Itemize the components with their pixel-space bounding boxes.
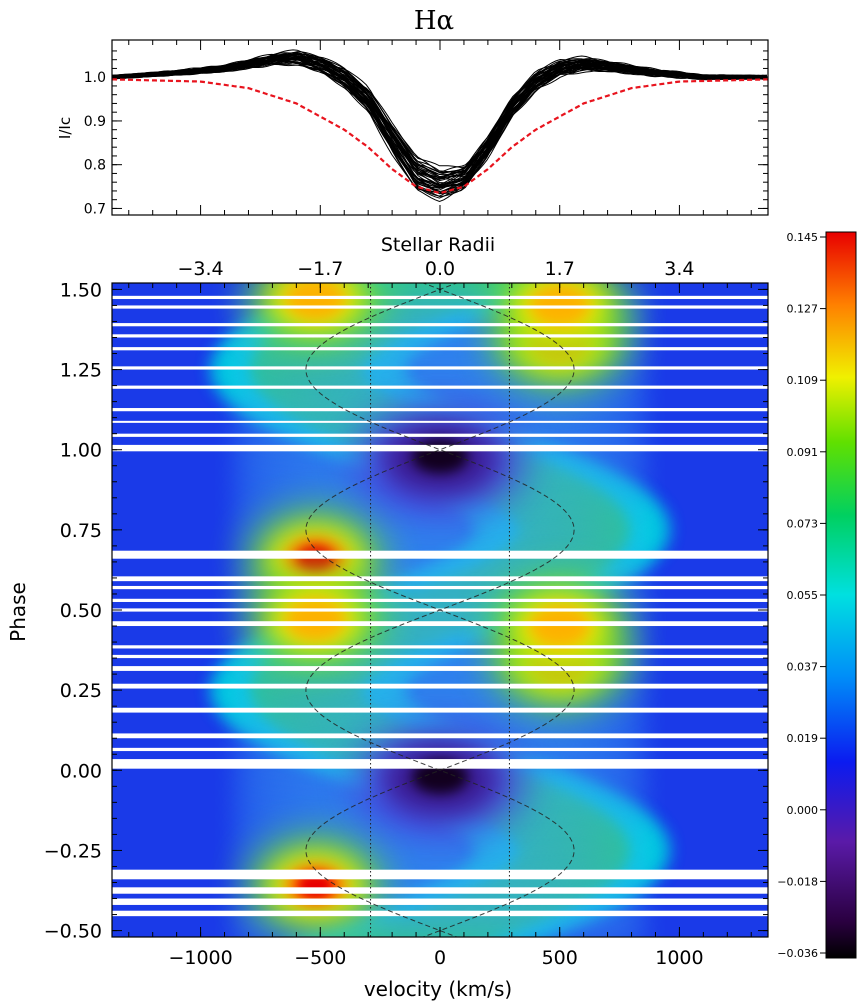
data-gap bbox=[112, 747, 768, 752]
x-tick-label: 500 bbox=[542, 947, 578, 969]
data-gap bbox=[112, 444, 768, 452]
data-gap bbox=[112, 576, 768, 582]
colorbar-tick-label: 0.109 bbox=[787, 374, 819, 387]
heatmap-axes: −0.50−0.250.000.250.500.751.001.251.50−1… bbox=[44, 258, 768, 969]
colorbar-tick-label: 0.037 bbox=[787, 661, 819, 674]
colorbar bbox=[825, 231, 857, 959]
colorbar-tick-label: 0.019 bbox=[787, 732, 819, 745]
data-gap bbox=[112, 654, 768, 659]
colorbar-tick-label: 0.000 bbox=[787, 804, 819, 817]
observed-profile-line bbox=[112, 60, 768, 179]
x-tick-label: 1000 bbox=[655, 947, 703, 969]
data-gap bbox=[112, 898, 768, 905]
colorbar-tick-label: 0.127 bbox=[787, 303, 819, 316]
observed-profile-line bbox=[112, 56, 768, 197]
x-axis-label: velocity (km/s) bbox=[364, 977, 512, 1001]
heatmap bbox=[112, 283, 768, 937]
top-y-tick-label: 1.0 bbox=[84, 70, 106, 86]
data-gap bbox=[112, 366, 768, 370]
data-gap bbox=[112, 347, 768, 351]
absorption-center bbox=[412, 439, 468, 474]
top-axis-tick-label: 0.0 bbox=[425, 258, 455, 280]
y-tick-label: 1.00 bbox=[60, 440, 102, 462]
observed-profile-line bbox=[112, 59, 768, 189]
sinusoid-curve bbox=[305, 283, 575, 937]
observed-profile-line bbox=[112, 61, 768, 186]
colorbar-tick-label: −0.036 bbox=[777, 947, 818, 960]
top-y-tick-label: 0.8 bbox=[84, 158, 106, 174]
observed-profile-line bbox=[112, 61, 768, 180]
data-gap bbox=[112, 598, 768, 602]
top-axis-tick-label: −3.4 bbox=[178, 258, 224, 280]
reference-profile-line bbox=[112, 78, 768, 195]
data-gap bbox=[112, 420, 768, 423]
observed-profile-line bbox=[112, 58, 768, 194]
data-gap bbox=[112, 408, 768, 412]
y-tick-label: 1.50 bbox=[60, 279, 102, 301]
y-tick-label: 1.25 bbox=[60, 360, 102, 382]
colorbar-ticks: 0.145 0.127 0.109 0.091 0.073 0.055 0.037 0.019… bbox=[777, 231, 826, 960]
top-y-tick-label: 0.7 bbox=[84, 201, 106, 217]
data-gap bbox=[112, 869, 768, 880]
top-axis-label-stellar-radii: Stellar Radii bbox=[381, 234, 495, 256]
emission-core bbox=[285, 598, 346, 641]
colorbar-tick-label: 0.073 bbox=[787, 517, 819, 530]
data-gap bbox=[112, 585, 768, 590]
emission-core bbox=[285, 283, 346, 321]
x-tick-label: −1000 bbox=[168, 947, 232, 969]
data-gap bbox=[112, 887, 768, 894]
data-gap bbox=[112, 733, 768, 739]
y-tick-label: 0.00 bbox=[60, 760, 102, 782]
data-gap bbox=[112, 385, 768, 389]
data-gap bbox=[112, 707, 768, 713]
observed-profile-line bbox=[112, 57, 768, 195]
y-tick-label: 0.25 bbox=[60, 680, 102, 702]
top-line-series bbox=[112, 49, 768, 203]
top-axis-tick-label: 3.4 bbox=[664, 258, 694, 280]
colorbar-tick-label: 0.145 bbox=[787, 231, 819, 244]
top-y-axis-label: I/Ic bbox=[56, 117, 74, 139]
y-axis-label: Phase bbox=[6, 582, 30, 642]
y-tick-label: 0.50 bbox=[60, 600, 102, 622]
data-gap bbox=[112, 323, 768, 327]
top-axis-tick-label: −1.7 bbox=[297, 258, 343, 280]
data-gap bbox=[112, 621, 768, 627]
data-gap bbox=[112, 759, 768, 769]
colorbar-tick-label: 0.091 bbox=[787, 446, 819, 459]
top-axis-tick-label: 1.7 bbox=[545, 258, 575, 280]
data-gap bbox=[112, 433, 768, 437]
observed-profile-line bbox=[112, 62, 768, 174]
top-y-tick-label: 0.9 bbox=[84, 114, 106, 130]
observed-profile-line bbox=[112, 60, 768, 187]
data-gap bbox=[112, 334, 768, 338]
x-tick-label: −500 bbox=[294, 947, 346, 969]
data-gap bbox=[112, 305, 768, 309]
data-gap bbox=[112, 645, 768, 649]
y-tick-label: −0.50 bbox=[44, 921, 102, 943]
data-gaps bbox=[112, 295, 768, 917]
y-tick-label: 0.75 bbox=[60, 520, 102, 542]
colorbar-tick-label: −0.018 bbox=[777, 875, 818, 888]
data-gap bbox=[112, 550, 768, 559]
top-chart-title: Hα bbox=[414, 6, 454, 36]
top-axes: 0.7 0.8 0.9 1.0 bbox=[84, 40, 768, 217]
data-gap bbox=[112, 910, 768, 917]
x-tick-label: 0 bbox=[434, 947, 446, 969]
observed-profile-line bbox=[112, 57, 768, 191]
data-gap bbox=[112, 295, 768, 300]
data-gap bbox=[112, 683, 768, 689]
y-tick-label: −0.25 bbox=[44, 840, 102, 862]
colorbar-tick-label: 0.055 bbox=[787, 589, 819, 602]
data-gap bbox=[112, 666, 768, 671]
